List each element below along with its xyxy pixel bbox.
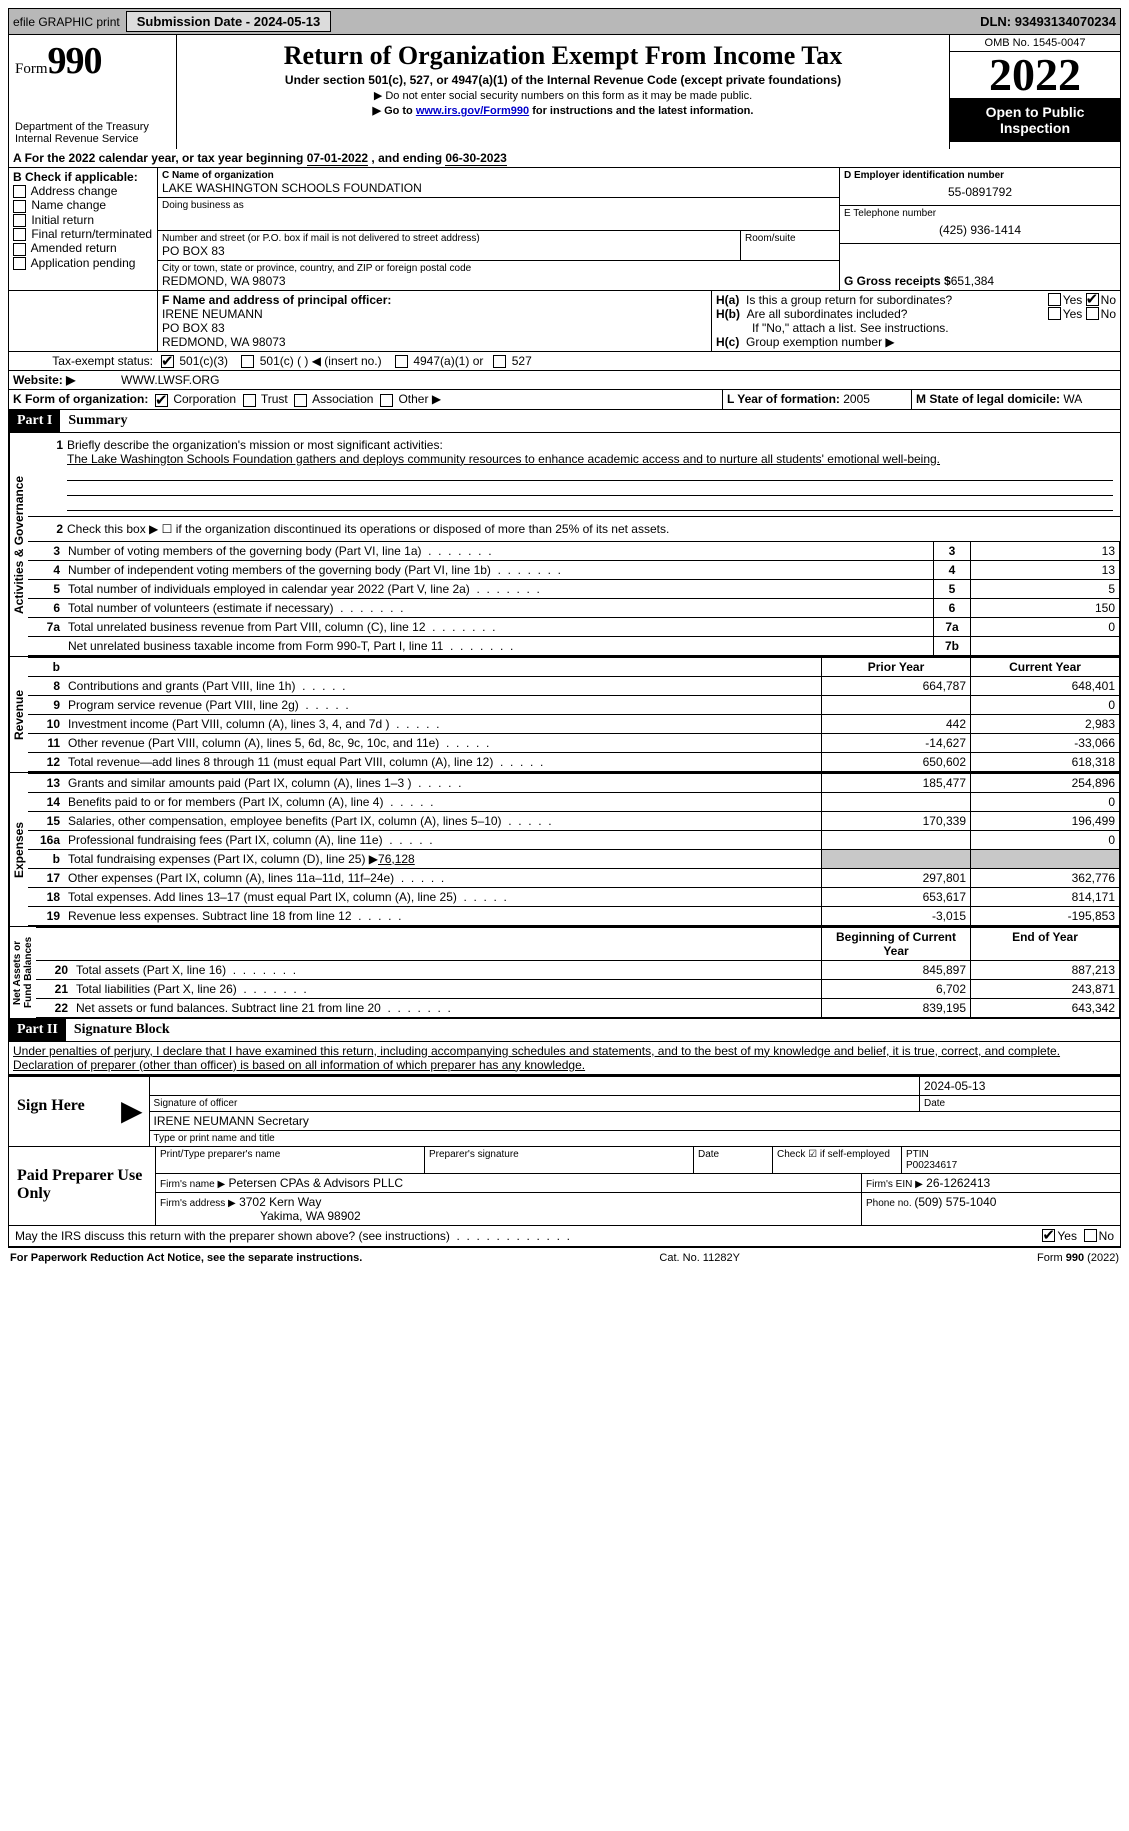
perjury-declaration: Under penalties of perjury, I declare th… bbox=[8, 1042, 1121, 1075]
part-i-title: Summary bbox=[60, 410, 135, 432]
b-opt-checkbox[interactable] bbox=[13, 214, 26, 227]
hb-yes-checkbox[interactable] bbox=[1048, 307, 1061, 320]
expenses-table: 13Grants and similar amounts paid (Part … bbox=[28, 773, 1120, 926]
k-corp-checkbox[interactable] bbox=[155, 394, 168, 407]
dln: DLN: 93493134070234 bbox=[980, 14, 1116, 29]
section-k: K Form of organization: Corporation Trus… bbox=[9, 390, 723, 408]
i-501c-checkbox[interactable] bbox=[241, 355, 254, 368]
header-title-cell: Return of Organization Exempt From Incom… bbox=[177, 35, 949, 149]
ha-yes-checkbox[interactable] bbox=[1048, 293, 1061, 306]
i-501c3-checkbox[interactable] bbox=[161, 355, 174, 368]
b-opt-checkbox[interactable] bbox=[13, 228, 26, 241]
governance-table: 3Number of voting members of the governi… bbox=[28, 541, 1120, 656]
revenue-table: bPrior YearCurrent Year 8Contributions a… bbox=[28, 657, 1120, 772]
section-e: E Telephone number (425) 936-1414 bbox=[840, 206, 1120, 244]
paid-preparer-block: Paid Preparer Use Only Print/Type prepar… bbox=[8, 1147, 1121, 1226]
section-b: B Check if applicable: Address change Na… bbox=[9, 168, 158, 290]
discuss-no-checkbox[interactable] bbox=[1084, 1229, 1097, 1242]
part-ii-title: Signature Block bbox=[66, 1019, 178, 1041]
top-bar: efile GRAPHIC print Submission Date - 20… bbox=[8, 8, 1121, 35]
side-label-na: Net Assets or Fund Balances bbox=[9, 927, 36, 1018]
i-4947-checkbox[interactable] bbox=[395, 355, 408, 368]
section-c-dba: Doing business as bbox=[158, 198, 839, 231]
b-opt-checkbox[interactable] bbox=[13, 243, 26, 256]
section-m: M State of legal domicile: WA bbox=[912, 390, 1120, 408]
section-c-street: Number and street (or P.O. box if mail i… bbox=[158, 231, 741, 260]
netassets-table: Beginning of Current YearEnd of Year 20T… bbox=[36, 927, 1120, 1018]
section-h: H(a) Is this a group return for subordin… bbox=[712, 291, 1120, 351]
line-a: A For the 2022 calendar year, or tax yea… bbox=[8, 149, 1121, 168]
b-opt-checkbox[interactable] bbox=[13, 185, 26, 198]
line-2: 2Check this box ▶ ☐ if the organization … bbox=[28, 517, 1120, 541]
side-label-ag: Activities & Governance bbox=[9, 433, 28, 656]
section-c-city: City or town, state or province, country… bbox=[158, 261, 839, 290]
side-label-rev: Revenue bbox=[9, 657, 28, 772]
sign-here-block: Sign Here ▶ Signature of officer 2024-05… bbox=[8, 1075, 1121, 1147]
side-label-exp: Expenses bbox=[9, 773, 28, 926]
b-opt-checkbox[interactable] bbox=[13, 257, 26, 270]
section-j-label: Website: ▶ bbox=[9, 371, 117, 389]
ha-no-checkbox[interactable] bbox=[1086, 293, 1099, 306]
efile-label: efile GRAPHIC print bbox=[13, 15, 120, 29]
submission-date-box: Submission Date - 2024-05-13 bbox=[126, 11, 332, 32]
k-trust-checkbox[interactable] bbox=[243, 394, 256, 407]
form-id-cell: Form990 Department of the Treasury Inter… bbox=[9, 35, 177, 149]
section-i-label: Tax-exempt status: bbox=[9, 352, 157, 370]
section-c-name: C Name of organization LAKE WASHINGTON S… bbox=[158, 168, 839, 198]
k-other-checkbox[interactable] bbox=[380, 394, 393, 407]
form-title: Return of Organization Exempt From Incom… bbox=[185, 41, 941, 71]
section-d: D Employer identification number 55-0891… bbox=[840, 168, 1120, 206]
irs-link[interactable]: www.irs.gov/Form990 bbox=[416, 105, 529, 117]
i-527-checkbox[interactable] bbox=[493, 355, 506, 368]
part-i-header: Part I bbox=[9, 410, 60, 432]
dept-label: Department of the Treasury Internal Reve… bbox=[15, 121, 170, 145]
section-g: G Gross receipts $ 651,384 bbox=[840, 244, 1120, 290]
website: WWW.LWSF.ORG bbox=[117, 371, 1120, 389]
discuss-row: May the IRS discuss this return with the… bbox=[8, 1226, 1121, 1247]
page-footer: For Paperwork Reduction Act Notice, see … bbox=[8, 1247, 1121, 1268]
k-assoc-checkbox[interactable] bbox=[294, 394, 307, 407]
room-suite: Room/suite bbox=[741, 231, 839, 260]
b-opt-checkbox[interactable] bbox=[13, 200, 26, 213]
section-f: F Name and address of principal officer:… bbox=[158, 291, 712, 351]
discuss-yes-checkbox[interactable] bbox=[1042, 1229, 1055, 1242]
header-right-cell: OMB No. 1545-0047 2022 Open to Public In… bbox=[949, 35, 1120, 149]
line-1: 1 Briefly describe the organization's mi… bbox=[28, 433, 1120, 517]
part-ii-header: Part II bbox=[9, 1019, 66, 1041]
hb-no-checkbox[interactable] bbox=[1086, 307, 1099, 320]
section-l: L Year of formation: 2005 bbox=[723, 390, 912, 408]
